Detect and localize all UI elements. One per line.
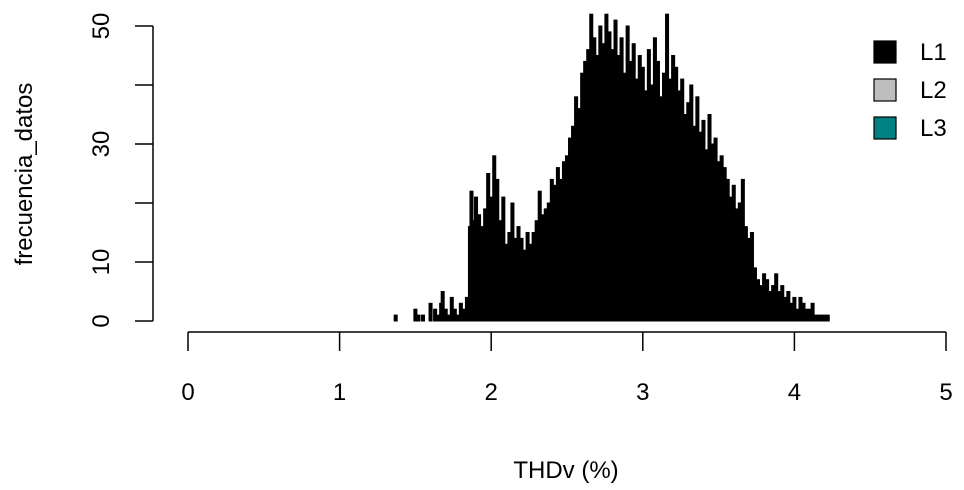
histogram-bar: [825, 314, 830, 322]
histogram-bar: [416, 314, 421, 322]
histogram-bar: [393, 314, 398, 322]
histogram-bars: [393, 13, 830, 322]
legend: L1 L2 L3: [873, 39, 947, 142]
y-axis: 0 10 30 50: [88, 13, 154, 328]
legend-swatch-l3: [873, 116, 897, 140]
histogram-bar: [428, 302, 433, 322]
x-tick-label: 0: [181, 379, 194, 406]
y-tick-label: 30: [88, 131, 115, 158]
x-axis: 0 1 2 3 4 5: [181, 331, 953, 406]
x-tick-label: 5: [939, 379, 952, 406]
legend-swatch-l1: [873, 40, 897, 64]
x-tick-label: 4: [788, 379, 801, 406]
histogram-bar: [810, 302, 815, 322]
legend-label-l1: L1: [920, 39, 947, 66]
x-tick-label: 1: [333, 379, 346, 406]
x-axis-title: THDv (%): [513, 457, 618, 484]
y-tick-label: 50: [88, 13, 115, 40]
legend-label-l3: L3: [920, 115, 947, 142]
y-tick-label: 10: [88, 249, 115, 276]
y-tick-label: 0: [88, 314, 115, 327]
legend-label-l2: L2: [920, 77, 947, 104]
histogram-bar: [440, 291, 445, 322]
histogram-bar: [420, 314, 425, 322]
x-tick-label: 3: [636, 379, 649, 406]
y-axis-title: frecuencia_datos: [11, 83, 38, 266]
x-tick-label: 2: [485, 379, 498, 406]
legend-swatch-l2: [873, 78, 897, 102]
